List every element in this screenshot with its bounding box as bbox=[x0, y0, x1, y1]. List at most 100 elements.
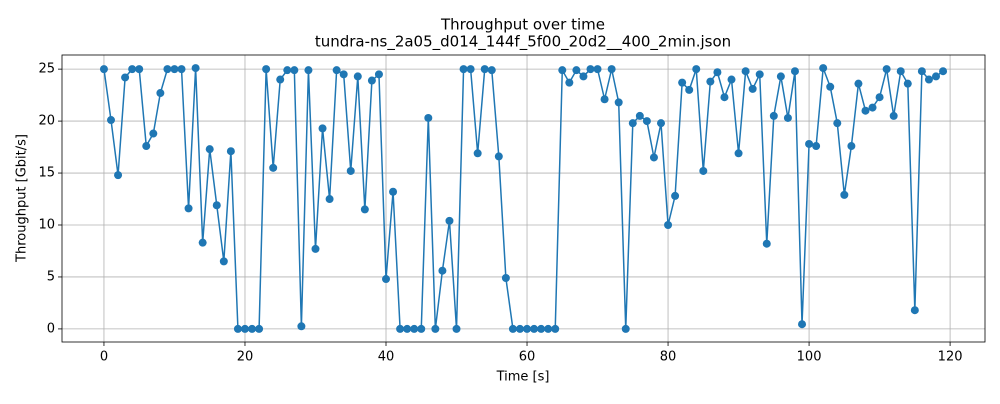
marker bbox=[367, 76, 376, 85]
marker bbox=[128, 65, 137, 74]
marker bbox=[649, 153, 658, 162]
marker bbox=[741, 67, 750, 76]
marker bbox=[861, 106, 870, 115]
marker bbox=[903, 79, 912, 88]
marker bbox=[931, 72, 940, 81]
marker bbox=[353, 72, 362, 81]
marker bbox=[572, 66, 581, 75]
marker bbox=[466, 65, 475, 74]
plot-frame bbox=[61, 54, 986, 343]
marker bbox=[205, 145, 214, 154]
x-tick-label: 20 bbox=[237, 350, 254, 365]
marker bbox=[748, 84, 757, 93]
y-tick-label: 0 bbox=[47, 321, 55, 336]
marker bbox=[114, 171, 123, 180]
marker bbox=[833, 119, 842, 128]
marker bbox=[269, 163, 278, 172]
marker bbox=[191, 64, 200, 73]
marker bbox=[875, 93, 884, 102]
marker bbox=[445, 216, 454, 225]
marker bbox=[621, 324, 630, 333]
marker bbox=[790, 67, 799, 76]
y-axis-label: Throughput [Gbit/s] bbox=[15, 134, 30, 263]
marker bbox=[332, 66, 341, 75]
marker bbox=[713, 68, 722, 77]
marker bbox=[537, 324, 546, 333]
marker bbox=[685, 85, 694, 94]
marker bbox=[318, 124, 327, 133]
y-tick-label: 5 bbox=[47, 269, 55, 284]
marker bbox=[565, 78, 574, 87]
x-tick-label: 80 bbox=[660, 350, 677, 365]
marker bbox=[177, 65, 186, 74]
marker bbox=[311, 244, 320, 253]
marker bbox=[501, 273, 510, 282]
marker bbox=[628, 119, 637, 128]
marker bbox=[410, 324, 419, 333]
marker bbox=[805, 139, 814, 148]
marker bbox=[734, 149, 743, 158]
marker bbox=[170, 65, 179, 74]
marker bbox=[783, 113, 792, 122]
marker bbox=[671, 191, 680, 200]
marker bbox=[720, 93, 729, 102]
marker bbox=[389, 187, 398, 196]
marker bbox=[579, 72, 588, 81]
marker bbox=[635, 111, 644, 120]
marker bbox=[290, 66, 299, 75]
marker bbox=[854, 79, 863, 88]
marker bbox=[699, 166, 708, 175]
x-tick-label: 100 bbox=[797, 350, 822, 365]
marker bbox=[424, 113, 433, 122]
marker bbox=[910, 306, 919, 315]
marker bbox=[121, 73, 130, 82]
marker bbox=[812, 142, 821, 151]
marker bbox=[325, 195, 334, 204]
y-tick-label: 10 bbox=[38, 217, 55, 232]
marker bbox=[360, 205, 369, 214]
marker bbox=[656, 119, 665, 128]
marker bbox=[99, 65, 108, 74]
marker bbox=[819, 64, 828, 73]
marker bbox=[382, 275, 391, 284]
marker bbox=[339, 70, 348, 79]
x-tick-label: 40 bbox=[378, 350, 395, 365]
marker bbox=[692, 65, 701, 74]
marker bbox=[156, 89, 165, 98]
marker bbox=[198, 238, 207, 247]
x-tick-label: 0 bbox=[100, 350, 108, 365]
marker bbox=[924, 75, 933, 84]
marker bbox=[212, 201, 221, 210]
marker bbox=[480, 65, 489, 74]
marker bbox=[642, 117, 651, 126]
x-tick-label: 60 bbox=[519, 350, 536, 365]
chart-subtitle: tundra-ns_2a05_d014_144f_5f00_20d2__400_… bbox=[315, 33, 731, 52]
marker bbox=[226, 147, 235, 156]
marker bbox=[163, 65, 172, 74]
marker bbox=[452, 324, 461, 333]
marker bbox=[403, 324, 412, 333]
y-tick-label: 20 bbox=[38, 114, 55, 129]
marker bbox=[219, 257, 228, 266]
marker bbox=[276, 75, 285, 84]
marker bbox=[515, 324, 524, 333]
marker bbox=[776, 72, 785, 81]
marker bbox=[233, 324, 242, 333]
marker bbox=[438, 266, 447, 275]
marker bbox=[678, 78, 687, 87]
marker bbox=[727, 75, 736, 84]
marker bbox=[262, 65, 271, 74]
marker bbox=[240, 324, 249, 333]
marker bbox=[896, 67, 905, 76]
marker bbox=[107, 116, 116, 125]
marker bbox=[882, 65, 891, 74]
x-axis-label: Time [s] bbox=[496, 370, 550, 385]
marker bbox=[459, 65, 468, 74]
marker bbox=[304, 66, 313, 75]
marker bbox=[593, 65, 602, 74]
marker bbox=[840, 190, 849, 199]
chart-title: Throughput over time bbox=[440, 16, 605, 34]
marker bbox=[600, 95, 609, 104]
marker bbox=[798, 320, 807, 329]
